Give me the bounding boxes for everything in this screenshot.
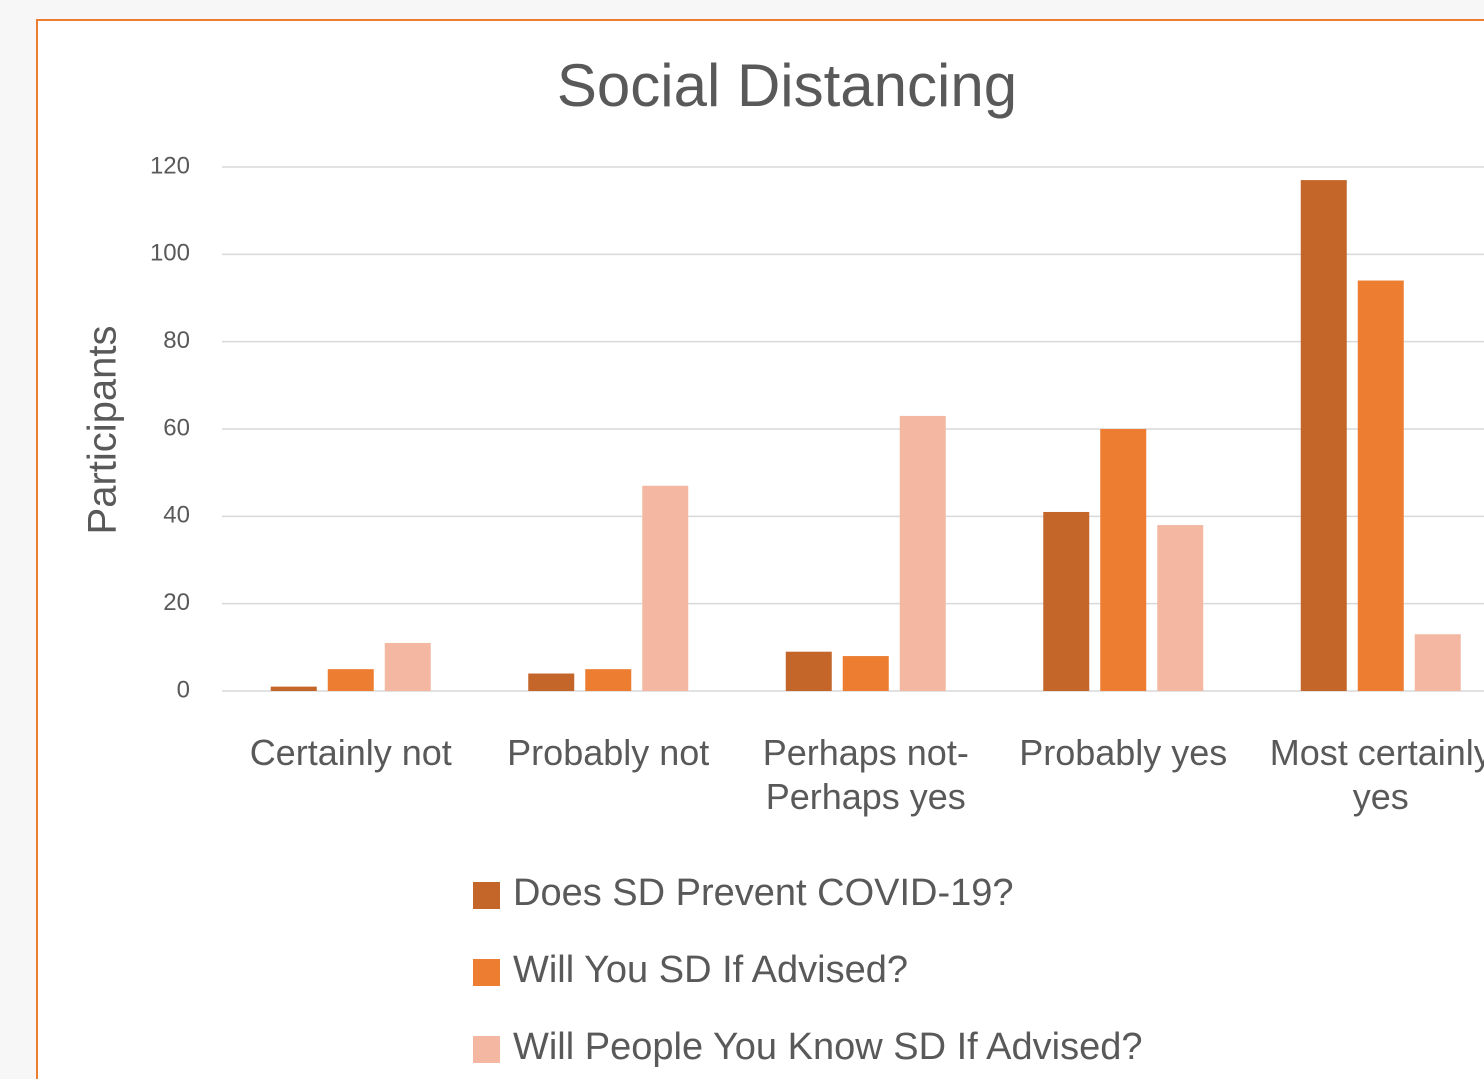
y-tick-label: 80 <box>163 327 190 354</box>
x-tick-label: Perhaps not-Perhaps yes <box>762 732 969 817</box>
bar <box>842 656 889 691</box>
bar <box>1414 634 1461 691</box>
bar <box>1357 280 1404 691</box>
legend-label: Will You SD If Advised? <box>513 949 908 991</box>
x-tick-label: Probably yes <box>1019 732 1228 773</box>
bar <box>528 673 575 691</box>
bar <box>384 642 431 691</box>
bar <box>270 686 317 691</box>
legend-swatch <box>473 1036 500 1063</box>
bar <box>1157 525 1204 691</box>
chart-title: Social Distancing <box>557 52 1017 119</box>
legend-label: Will People You Know SD If Advised? <box>513 1026 1143 1068</box>
legend-swatch <box>473 882 500 909</box>
x-tick-label: Probably not <box>507 732 710 773</box>
bar <box>899 415 946 691</box>
y-tick-label: 0 <box>177 676 190 703</box>
bar <box>1043 511 1090 691</box>
x-tick-label: Most certainly yes <box>1269 732 1484 817</box>
legend-swatch <box>473 959 500 986</box>
x-tick-label: Certainly not <box>249 732 452 773</box>
bar <box>642 485 689 691</box>
y-tick-label: 60 <box>163 414 190 441</box>
bar <box>585 669 632 691</box>
y-tick-label: 20 <box>163 589 190 616</box>
y-axis-label: Participants <box>81 326 125 535</box>
chart-frame <box>36 19 1484 1079</box>
bar <box>785 651 832 691</box>
y-tick-label: 40 <box>163 502 190 529</box>
bar <box>1100 429 1147 691</box>
bar <box>1300 180 1347 691</box>
legend-label: Does SD Prevent COVID-19? <box>513 872 1014 914</box>
y-tick-label: 100 <box>150 240 190 267</box>
y-tick-label: 120 <box>150 152 190 179</box>
bar <box>327 669 374 691</box>
